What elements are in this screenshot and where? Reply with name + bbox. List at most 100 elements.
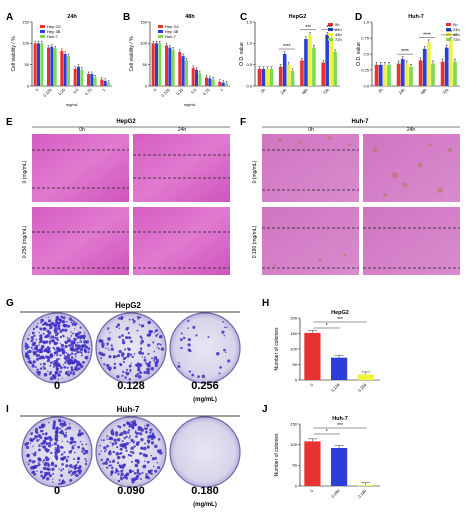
colony [40, 344, 45, 349]
colony [27, 356, 31, 360]
colony [84, 450, 89, 454]
colony [121, 440, 124, 443]
colony [124, 376, 127, 379]
colony [28, 349, 32, 354]
colony [219, 366, 222, 369]
colony [103, 363, 106, 366]
colony [62, 468, 65, 470]
x-tick-label: 1 [101, 87, 107, 93]
colony [156, 462, 159, 464]
colony [48, 474, 52, 478]
colony [66, 440, 69, 443]
bar [107, 82, 110, 86]
bar [151, 43, 155, 86]
colony [107, 337, 111, 341]
colony [74, 325, 77, 327]
colony [157, 466, 161, 470]
colony [81, 447, 85, 451]
colony [110, 470, 114, 475]
colony [131, 355, 134, 358]
bar [168, 47, 172, 86]
colony [133, 471, 137, 475]
colony [106, 438, 108, 440]
colony [113, 438, 117, 443]
colony [155, 329, 158, 332]
colony [119, 434, 122, 436]
colony [85, 341, 87, 343]
colony [53, 376, 57, 380]
colony [146, 460, 150, 464]
legend-label: 24h [453, 27, 460, 32]
bar [304, 39, 308, 86]
colony [79, 431, 81, 433]
sig-stars: *** [326, 25, 332, 31]
colony [68, 450, 72, 454]
colony [46, 333, 50, 338]
colony [122, 360, 125, 363]
colony [79, 440, 82, 443]
legend-label: 72h [335, 37, 342, 42]
colony [81, 450, 84, 453]
panel-letter-e: E [6, 117, 13, 128]
sig-stars: **** [401, 49, 409, 55]
colony [76, 336, 80, 339]
colony [54, 464, 58, 468]
colony [31, 363, 35, 366]
colony [59, 366, 63, 370]
colony [120, 452, 123, 455]
colony [71, 440, 75, 444]
colony [110, 441, 112, 443]
colony [150, 454, 153, 457]
colony [85, 460, 88, 463]
colony [98, 453, 101, 456]
colony [124, 446, 128, 450]
colony [125, 368, 129, 371]
colony [48, 319, 52, 323]
chart-title: 24h [67, 14, 77, 20]
colony [120, 472, 124, 477]
colony [151, 357, 153, 360]
colony [73, 470, 77, 474]
colony [36, 357, 40, 361]
legend-swatch [328, 23, 333, 26]
colony [65, 352, 68, 354]
panel-i-unit: (mg/mL) [193, 502, 217, 508]
cell-debris-f [273, 136, 452, 267]
colony [70, 366, 74, 369]
colony [70, 334, 73, 337]
bar [257, 68, 262, 86]
colony [201, 374, 206, 379]
x-tick-label: 0.090 [330, 488, 341, 499]
y-tick-label: 200 [290, 315, 297, 320]
legend-swatch [328, 28, 333, 31]
colony [58, 479, 61, 482]
colony [48, 323, 52, 327]
colony [87, 347, 91, 351]
colony [126, 421, 130, 425]
bar [331, 357, 348, 380]
x-tick-label: 0.180 [357, 488, 368, 499]
bar [40, 43, 44, 86]
colony [57, 373, 61, 377]
colony [60, 469, 63, 472]
colony [131, 477, 136, 482]
colony [182, 336, 186, 340]
colony [25, 353, 28, 356]
colony [67, 455, 70, 458]
colony [48, 348, 50, 350]
colony [40, 429, 43, 433]
colony [70, 321, 73, 324]
micrograph-e-0-24h [133, 134, 230, 202]
colony [61, 462, 64, 466]
colony [59, 427, 62, 430]
x-tick-label: 0.75 [84, 87, 94, 97]
colony [134, 431, 137, 434]
bar [374, 64, 379, 86]
colony [71, 445, 74, 447]
colony [115, 355, 118, 358]
colony [45, 347, 48, 351]
colony [47, 464, 51, 468]
colony [125, 356, 127, 359]
colony [113, 366, 117, 370]
bar [405, 63, 409, 86]
